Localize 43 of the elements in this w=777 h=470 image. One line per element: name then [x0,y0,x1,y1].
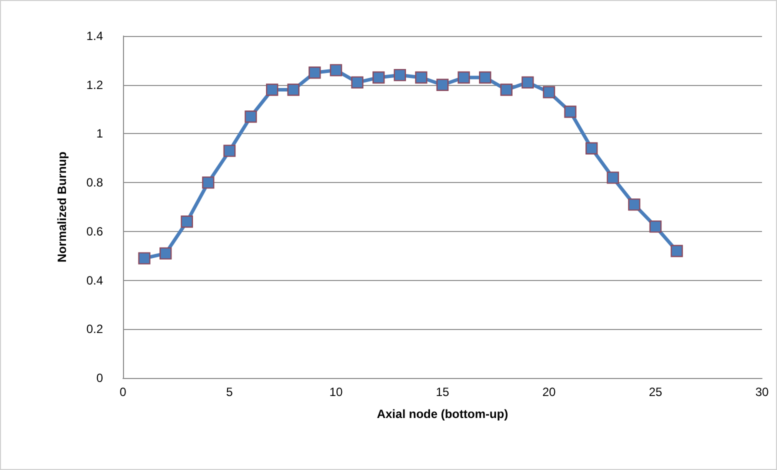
point [372,71,385,84]
y-tick-label: 0 [96,371,104,385]
point [266,84,278,96]
point [542,86,556,98]
point [670,244,683,258]
point [351,76,364,89]
y-tick-label: 1.4 [86,29,104,43]
point [436,78,449,91]
point [244,110,257,123]
point [500,84,512,96]
point [522,76,534,89]
x-tick-label: 0 [120,385,127,399]
point [394,68,406,82]
y-tick-label: 1 [96,126,104,141]
x-tick-label: 25 [648,385,662,399]
point [415,71,428,84]
y-tick-label: 0.8 [86,176,104,190]
point [606,172,619,184]
point [223,144,236,157]
y-tick-label: 1.2 [86,78,104,92]
point [330,64,342,76]
y-tick-label: 0.2 [86,322,104,336]
x-tick-label: 30 [755,385,769,399]
point [479,71,492,84]
point [586,142,598,154]
y-tick-label: 0.6 [86,224,104,238]
point [308,66,321,79]
point [160,247,172,260]
point [138,252,150,264]
x-tick-label: 5 [226,385,234,399]
x-tick-label: 10 [329,385,343,399]
x-axis-title: Axial node (bottom-up) [376,407,508,421]
point [180,216,193,228]
point [628,198,640,211]
point [287,84,300,96]
y-tick-label: 0.4 [86,273,104,288]
point [458,71,470,84]
point [564,106,576,118]
x-tick-label: 15 [436,385,450,399]
x-tick-label: 20 [542,385,556,399]
y-axis-title: Normalized Burnup [55,152,69,262]
point [649,220,662,233]
point [202,176,214,189]
